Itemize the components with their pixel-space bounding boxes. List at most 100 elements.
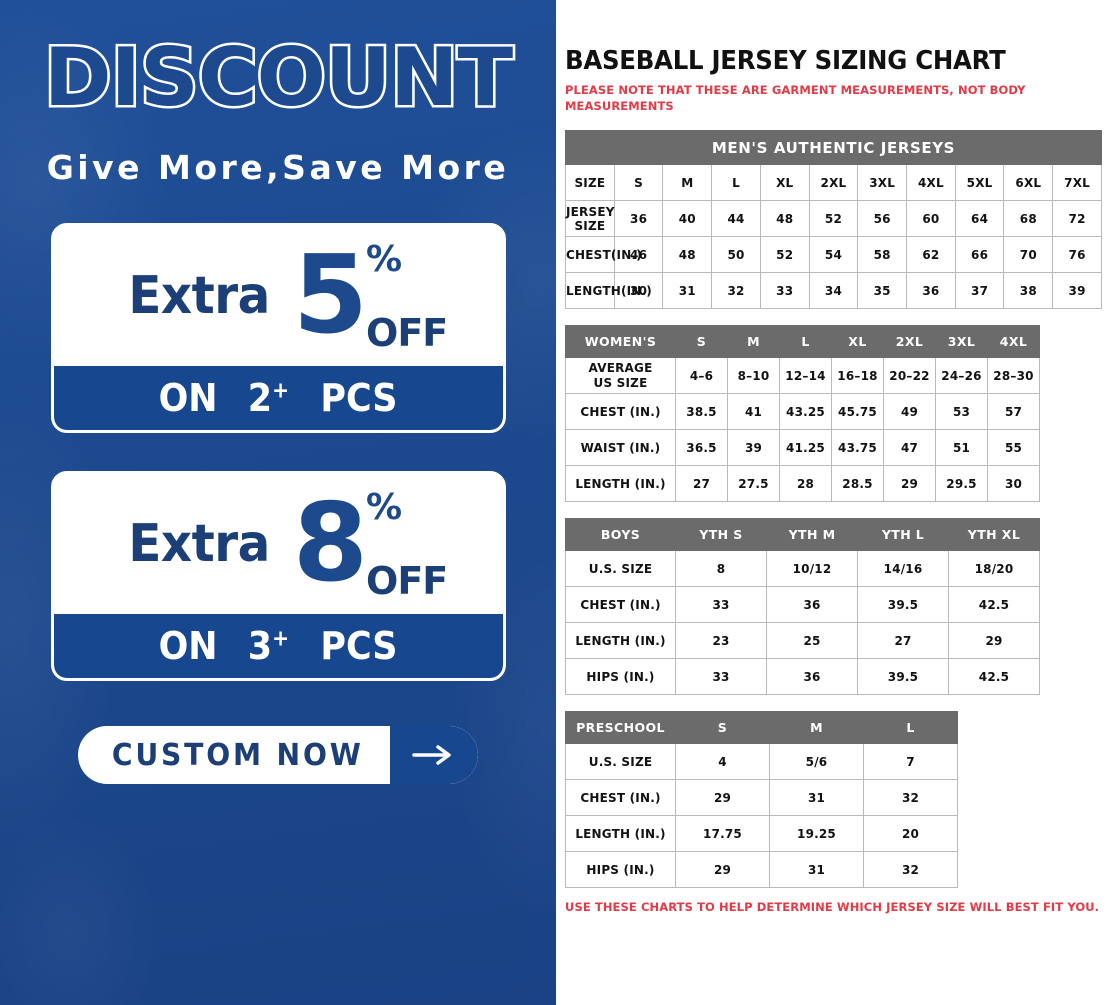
quantity-plus-symbol: + — [271, 378, 289, 404]
table-cell: 27.5 — [727, 465, 780, 503]
percent-off-group: % OFF — [366, 240, 448, 353]
table-cell: 50 — [711, 236, 761, 274]
row-label: CHEST (IN.) — [565, 779, 676, 817]
table-cell: 48 — [759, 200, 810, 238]
table-row: LENGTH (IN.) 17.75 19.25 20 — [565, 815, 958, 853]
table-cell: 62 — [906, 236, 956, 274]
table-row: LENGTH(IN.) 30 31 32 33 34 35 36 37 38 3… — [565, 272, 1102, 310]
table-cell: 55 — [987, 429, 1040, 467]
table-cell: 17.75 — [675, 815, 770, 853]
table-cell: 36 — [766, 658, 858, 696]
table-row: CHEST (IN.) 29 31 32 — [565, 779, 958, 817]
table-cell: 33 — [675, 586, 767, 624]
discount-card-top: Extra 5 % OFF — [53, 226, 503, 366]
table-cell: 16–18 — [831, 357, 884, 395]
table-cell: 27 — [857, 622, 949, 660]
table-cell: 32 — [863, 779, 958, 817]
table-row: CHEST (IN.) 38.5 41 43.25 45.75 49 53 57 — [565, 393, 1040, 431]
sizing-chart-panel: BASEBALL JERSEY SIZING CHART PLEASE NOTE… — [556, 0, 1116, 1005]
table-cell: 43.75 — [831, 429, 884, 467]
table-cell: 33 — [675, 658, 767, 696]
table-cell: 20 — [863, 815, 958, 853]
table-row: AVERAGE US SIZE 4–6 8–10 12–14 16–18 20–… — [565, 357, 1040, 395]
row-label: AVERAGE US SIZE — [565, 357, 676, 395]
table-cell: 53 — [935, 393, 988, 431]
table-row: CHEST(IN.) 46 48 50 52 54 58 62 66 70 76 — [565, 236, 1102, 274]
table-cell: 14/16 — [857, 550, 949, 588]
table-cell: 36 — [613, 200, 664, 238]
table-cell: 10/12 — [766, 550, 858, 588]
table-cell: 58 — [857, 236, 908, 274]
row-label: HIPS (IN.) — [565, 851, 676, 889]
column-header: WOMEN'S — [565, 325, 676, 359]
column-header: 5XL — [954, 164, 1005, 202]
custom-now-label: CUSTOM NOW — [111, 737, 364, 773]
quantity-threshold: 2+ — [247, 376, 288, 420]
chart-note: PLEASE NOTE THAT THESE ARE GARMENT MEASU… — [565, 83, 1026, 113]
table-row: HIPS (IN.) 33 36 39.5 42.5 — [565, 658, 1040, 696]
column-header: S — [675, 711, 770, 745]
table-cell: 39.5 — [857, 586, 949, 624]
row-label: U.S. SIZE — [565, 743, 676, 781]
chart-footer-note: USE THESE CHARTS TO HELP DETERMINE WHICH… — [565, 900, 1100, 915]
table-cell: 41.25 — [779, 429, 832, 467]
column-header: L — [711, 164, 761, 202]
table-cell: 39.5 — [857, 658, 949, 696]
row-label: U.S. SIZE — [565, 550, 676, 588]
column-header: L — [863, 711, 958, 745]
mens-banner-title: MEN'S AUTHENTIC JERSEYS — [565, 130, 1102, 166]
column-header: 7XL — [1052, 164, 1102, 202]
table-header-row: BOYS YTH S YTH M YTH L YTH XL — [565, 518, 1040, 552]
discount-card-top: Extra 8 % OFF — [53, 474, 503, 614]
column-header: S — [675, 325, 728, 359]
discount-percent-value: 8 — [292, 481, 368, 607]
table-row: U.S. SIZE 8 10/12 14/16 18/20 — [565, 550, 1040, 588]
table-cell: 68 — [1003, 200, 1054, 238]
table-cell: 29 — [883, 465, 936, 503]
row-label-line2: US SIZE — [593, 375, 648, 390]
table-row: HIPS (IN.) 29 31 32 — [565, 851, 958, 889]
table-cell: 36.5 — [675, 429, 728, 467]
table-cell: 36 — [766, 586, 858, 624]
column-header: M — [662, 164, 713, 202]
table-cell: 31 — [769, 851, 864, 889]
discount-card-8-percent[interactable]: Extra 8 % OFF ON 3+ PCS — [50, 471, 506, 681]
table-cell: 24–26 — [935, 357, 988, 395]
table-cell: 38 — [1003, 272, 1054, 310]
table-cell: 29 — [675, 851, 770, 889]
column-header: L — [779, 325, 832, 359]
table-cell: 60 — [906, 200, 956, 238]
table-cell: 27 — [675, 465, 728, 503]
row-label: HIPS (IN.) — [565, 658, 676, 696]
discount-headline: DISCOUNT — [41, 31, 515, 124]
row-label: CHEST(IN.) — [565, 236, 642, 274]
table-cell: 29 — [948, 622, 1040, 660]
table-cell: 43.25 — [779, 393, 832, 431]
table-cell: 4 — [675, 743, 770, 781]
table-cell: 28.5 — [831, 465, 884, 503]
custom-now-button[interactable]: CUSTOM NOW — [78, 726, 478, 784]
table-cell: 57 — [987, 393, 1040, 431]
extra-label: Extra — [128, 514, 270, 574]
table-row: JERSEY SIZE 36 40 44 48 52 56 60 64 68 7… — [565, 200, 1102, 238]
table-cell: 28 — [779, 465, 832, 503]
table-cell: 30 — [987, 465, 1040, 503]
on-label: ON — [158, 624, 218, 668]
table-cell: 52 — [808, 200, 859, 238]
table-cell: 23 — [675, 622, 767, 660]
table-cell: 31 — [769, 779, 864, 817]
column-header: BOYS — [565, 518, 676, 552]
column-header: YTH M — [766, 518, 858, 552]
table-cell: 29.5 — [935, 465, 988, 503]
table-cell: 5/6 — [769, 743, 864, 781]
discount-card-5-percent[interactable]: Extra 5 % OFF ON 2+ PCS — [50, 223, 506, 433]
column-header: 3XL — [935, 325, 988, 359]
quantity-plus-symbol: + — [271, 626, 289, 652]
row-label: CHEST (IN.) — [565, 393, 676, 431]
table-cell: 39 — [727, 429, 780, 467]
row-label-line1: AVERAGE — [588, 361, 653, 376]
table-cell: 64 — [954, 200, 1005, 238]
table-cell: 47 — [883, 429, 936, 467]
column-header: YTH L — [857, 518, 949, 552]
table-cell: 30 — [613, 272, 664, 310]
